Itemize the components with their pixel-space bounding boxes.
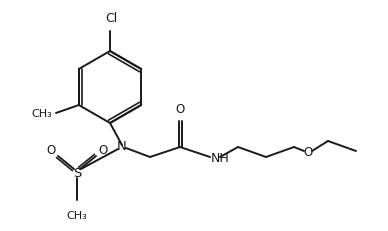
Text: S: S <box>73 167 81 180</box>
Text: NH: NH <box>211 151 230 164</box>
Text: O: O <box>303 145 313 158</box>
Text: N: N <box>117 139 127 152</box>
Text: CH₃: CH₃ <box>31 109 52 119</box>
Text: Cl: Cl <box>105 12 117 25</box>
Text: O: O <box>99 144 107 157</box>
Text: O: O <box>47 144 55 157</box>
Text: O: O <box>175 103 185 116</box>
Text: CH₃: CH₃ <box>67 210 87 220</box>
